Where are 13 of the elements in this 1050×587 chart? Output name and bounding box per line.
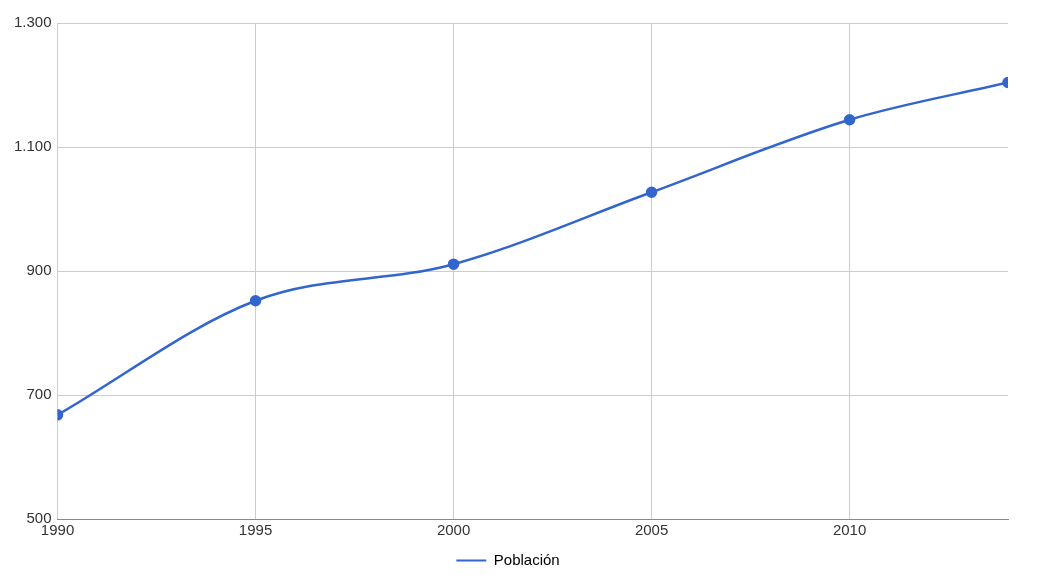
y-tick-label: 900 <box>26 261 52 279</box>
y-tick-label: 700 <box>26 385 52 403</box>
legend-label: Población <box>493 550 560 568</box>
x-tick-label: 2005 <box>634 521 669 539</box>
point <box>249 295 262 307</box>
point <box>843 113 856 126</box>
y-tick-label: 1.300 <box>13 13 52 31</box>
point <box>447 258 460 270</box>
x-tick-label: 2000 <box>436 521 471 539</box>
x-tick-label: 1995 <box>238 521 273 539</box>
y-tick-label: 1.100 <box>13 137 52 155</box>
x-tick-label: 2010 <box>832 521 867 539</box>
point <box>645 186 658 199</box>
